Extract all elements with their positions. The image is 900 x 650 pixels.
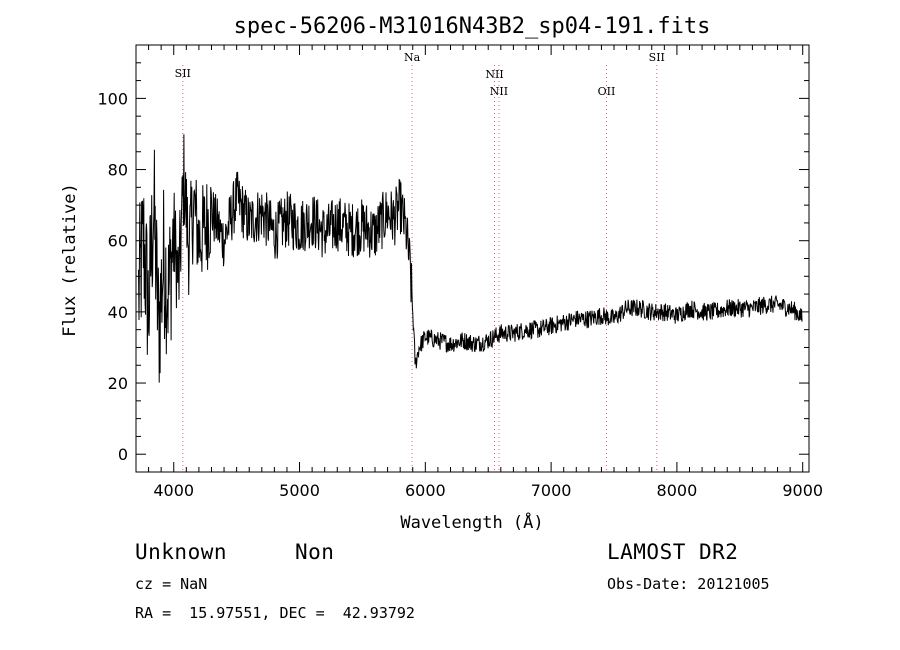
cz-text: cz = NaN [135,575,208,593]
x-axis-label: Wavelength (Å) [400,511,543,533]
y-axis: 0 20 40 60 80 100 [97,62,809,464]
survey-label: LAMOST DR2 [607,540,739,564]
plot-border [135,44,810,473]
plot-frame [135,44,810,473]
ra-dec-text: RA = 15.97551, DEC = 42.93792 [135,604,415,622]
emission-lines: SII Na NII NII OII SII [175,51,665,472]
x-tick-label: 6000 [405,481,446,500]
y-tick-label: 20 [108,374,128,393]
spectrum-series [138,134,803,383]
emission-line-label: SII [649,51,665,64]
x-tick-label: 7000 [531,481,572,500]
x-tick-label: 4000 [153,481,194,500]
class-label: Unknown [135,540,228,564]
x-tick-label: 5000 [279,481,320,500]
emission-line-label: NII [485,68,503,81]
emission-line-label: NII [490,85,508,98]
emission-line-label: OII [598,85,616,98]
x-tick-label: 9000 [782,481,823,500]
obs-date-text: Obs-Date: 20121005 [607,575,770,593]
y-axis-label: Flux (relative) [60,183,80,337]
x-tick-label: 8000 [657,481,698,500]
emission-line-label: SII [175,67,191,80]
y-tick-label: 80 [108,161,128,180]
x-axis: 4000 5000 6000 7000 8000 9000 [148,45,823,500]
y-tick-label: 0 [118,445,128,464]
y-tick-label: 100 [97,89,128,108]
subclass-label: Non [295,540,335,564]
emission-line-label: Na [404,51,421,64]
y-tick-label: 60 [108,232,128,251]
chart-title: spec-56206-M31016N43B2_sp04-191.fits [234,14,711,39]
spectrum-line [138,134,803,383]
y-tick-label: 40 [108,303,128,322]
